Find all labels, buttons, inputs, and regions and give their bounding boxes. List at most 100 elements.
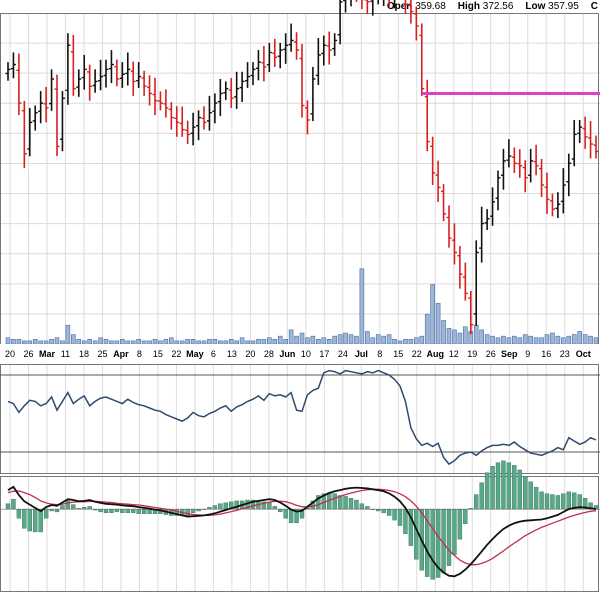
- date-tick-label: 15: [393, 349, 403, 359]
- macd-histogram-bar: [158, 508, 163, 514]
- macd-histogram-bar: [370, 508, 375, 510]
- date-tick-label: Jun: [279, 349, 295, 359]
- date-tick-label: 9: [525, 349, 530, 359]
- macd-histogram-bar: [310, 500, 316, 510]
- macd-histogram-bar: [196, 508, 201, 512]
- date-tick-label: 22: [171, 349, 181, 359]
- volume-bar: [359, 268, 365, 345]
- volume-bar: [446, 328, 452, 345]
- date-tick-label: 15: [153, 349, 163, 359]
- ohlc-bar: [484, 209, 490, 231]
- volume-bar: [22, 340, 27, 345]
- macd-histogram-bar: [114, 508, 120, 513]
- ohlc-bar: [228, 78, 234, 108]
- macd-histogram-bar: [332, 493, 337, 510]
- date-tick-label: 20: [5, 349, 15, 359]
- volume-bar: [136, 338, 141, 345]
- volume-bar: [141, 340, 147, 345]
- macd-histogram-bar: [386, 508, 392, 516]
- volume-bar: [452, 329, 457, 345]
- ohlc-bar: [206, 95, 212, 131]
- volume-bar: [125, 340, 131, 345]
- volume-bar: [354, 335, 359, 345]
- macd-histogram-bar: [397, 508, 403, 526]
- macd-histogram-bar: [555, 495, 561, 510]
- macd-histogram-bar: [354, 499, 359, 510]
- volume-bar: [484, 334, 490, 345]
- ohlc-bar: [571, 119, 577, 167]
- macd-histogram-bar: [261, 501, 267, 510]
- volume-bar: [555, 335, 561, 345]
- macd-histogram-bar: [169, 508, 174, 516]
- volume-bar: [550, 332, 555, 345]
- volume-bar: [528, 335, 533, 345]
- volume-bar: [250, 340, 256, 345]
- volume-bar: [419, 335, 425, 345]
- ohlc-bar: [43, 86, 49, 123]
- volume-bar: [408, 338, 414, 345]
- macd-histogram-bar: [419, 508, 424, 571]
- ohlc-bar: [441, 184, 447, 222]
- ohlc-bar: [136, 62, 142, 88]
- volume-bar: [430, 284, 435, 345]
- macd-panel-bg: [0, 476, 600, 592]
- date-tick-label: Sep: [501, 349, 518, 359]
- volume-bar: [490, 335, 495, 345]
- macd-line: [7, 485, 597, 578]
- volume-bar: [571, 334, 577, 345]
- macd-histogram-bar: [359, 503, 365, 510]
- ohlc-bar: [179, 106, 185, 137]
- ohlc-bar: [299, 43, 305, 118]
- macd-histogram-bar: [305, 508, 310, 510]
- volume-bar: [92, 340, 98, 345]
- macd-histogram-bar: [392, 508, 397, 521]
- date-tick-label: Apr: [113, 349, 129, 359]
- macd-histogram-bar: [446, 508, 452, 566]
- macd-histogram-bar: [343, 496, 348, 510]
- volume-bar: [316, 338, 321, 345]
- volume-bar: [49, 338, 54, 345]
- ohlc-bar: [152, 77, 158, 116]
- volume-bar: [414, 337, 419, 345]
- macd-histogram-bar: [403, 508, 408, 534]
- macd-histogram-bar: [479, 482, 484, 510]
- ohlc-bar: [10, 52, 16, 79]
- macd-histogram-bar: [54, 508, 60, 513]
- macd-histogram-bar: [544, 493, 550, 510]
- ohlc-bar: [315, 38, 321, 86]
- date-tick-label: 16: [541, 349, 551, 359]
- volume-bar: [386, 334, 392, 345]
- low-value: 357.95: [548, 1, 579, 12]
- ohlc-bar: [5, 62, 11, 81]
- ohlc-bar: [566, 153, 572, 197]
- ohlc-bar: [560, 168, 566, 214]
- indicator-panel-bg: [0, 364, 600, 474]
- macd-histogram-bar: [33, 508, 38, 533]
- ohlc-bar: [479, 206, 485, 263]
- date-tick-label: 8: [137, 349, 142, 359]
- volume-bar: [228, 338, 234, 345]
- ohlc-bar: [539, 158, 545, 198]
- volume-bar: [147, 340, 152, 345]
- ohlc-bar: [451, 223, 457, 265]
- volume-bar: [457, 332, 463, 345]
- ohlc-bar: [98, 59, 104, 91]
- ohlc-bar: [549, 193, 555, 217]
- volume-bar: [310, 335, 316, 345]
- ohlc-bar: [190, 112, 196, 146]
- date-tick-label: 17: [319, 349, 329, 359]
- ohlc-bar: [582, 116, 588, 149]
- high-label: High: [457, 1, 481, 12]
- date-tick-label: 22: [412, 349, 422, 359]
- volume-bar: [11, 338, 16, 345]
- volume-bar: [103, 338, 109, 345]
- macd-histogram-bar: [234, 500, 239, 510]
- macd-histogram-bar: [152, 508, 158, 514]
- date-axis: 20 26 Mar 11 18 25 Apr 8 15 22 May 6 13 20 28 Jun 10 17 24…: [0, 344, 600, 360]
- macd-histogram-bar: [490, 466, 495, 510]
- macd-histogram-bar: [288, 508, 294, 524]
- ohlc-bar: [555, 192, 561, 219]
- macd-histogram-bar: [245, 499, 250, 510]
